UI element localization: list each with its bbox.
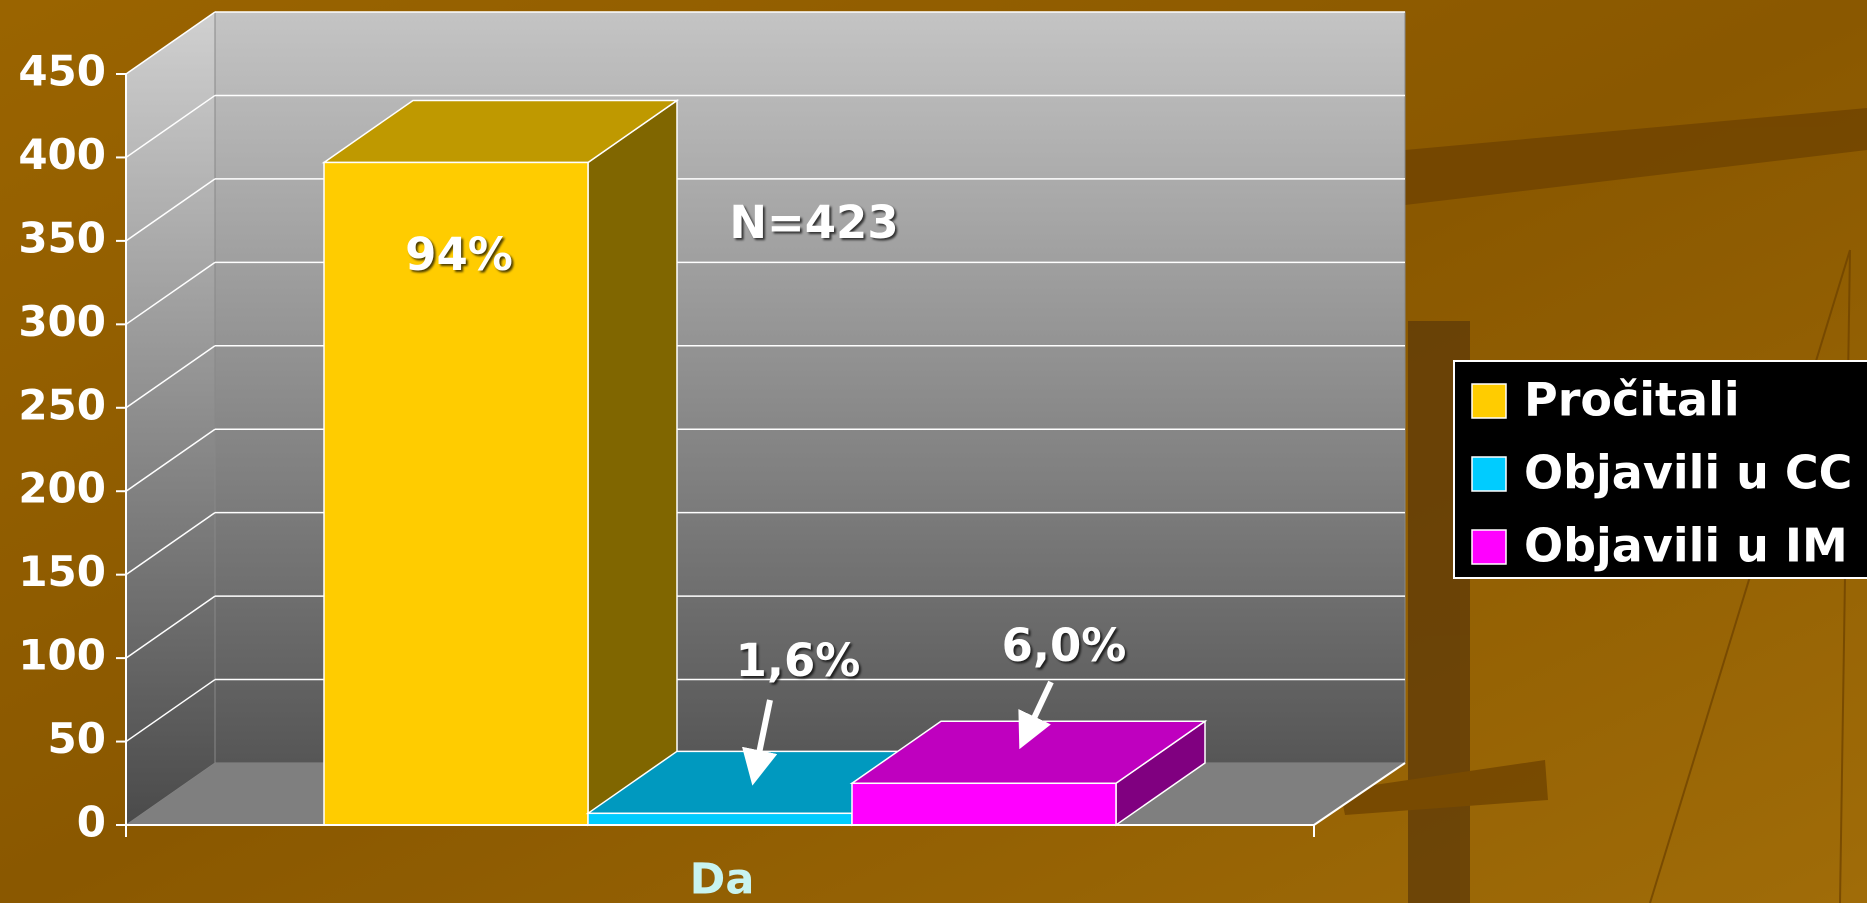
legend: Pročitali Objavili u CC Objavili u IM: [1454, 361, 1867, 578]
legend-label: Objavili u IM: [1524, 519, 1848, 573]
side-wall: [126, 12, 215, 825]
annotation: 6,0%: [1002, 619, 1127, 672]
annotation: 1,6%: [736, 634, 861, 687]
y-tick-label: 350: [18, 213, 106, 262]
y-tick-label: 300: [18, 297, 106, 346]
annotation: 94%: [405, 228, 513, 281]
legend-label: Pročitali: [1524, 373, 1740, 427]
y-tick-label: 0: [77, 798, 106, 847]
legend-label: Objavili u CC: [1524, 446, 1852, 500]
bar: [588, 813, 852, 825]
y-tick-label: 250: [18, 380, 106, 429]
y-tick-label: 100: [18, 631, 106, 680]
bar-side: [588, 100, 677, 825]
chart: 0 50 100 150 200 250 300 350 400 450 Da N=423 94% 1…: [0, 0, 1867, 903]
y-tick-label: 200: [18, 464, 106, 513]
legend-swatch: [1472, 384, 1506, 418]
y-tick-label: 400: [18, 130, 106, 179]
x-tick-label: Da: [690, 855, 755, 904]
legend-swatch: [1472, 457, 1506, 491]
y-tick-label: 50: [48, 714, 106, 763]
y-tick-label: 450: [18, 47, 106, 96]
annotation: N=423: [729, 196, 898, 249]
legend-swatch: [1472, 530, 1506, 564]
bar: [852, 783, 1116, 825]
y-tick-label: 150: [18, 547, 106, 596]
page: 0 50 100 150 200 250 300 350 400 450 Da N=423 94% 1…: [0, 0, 1867, 903]
